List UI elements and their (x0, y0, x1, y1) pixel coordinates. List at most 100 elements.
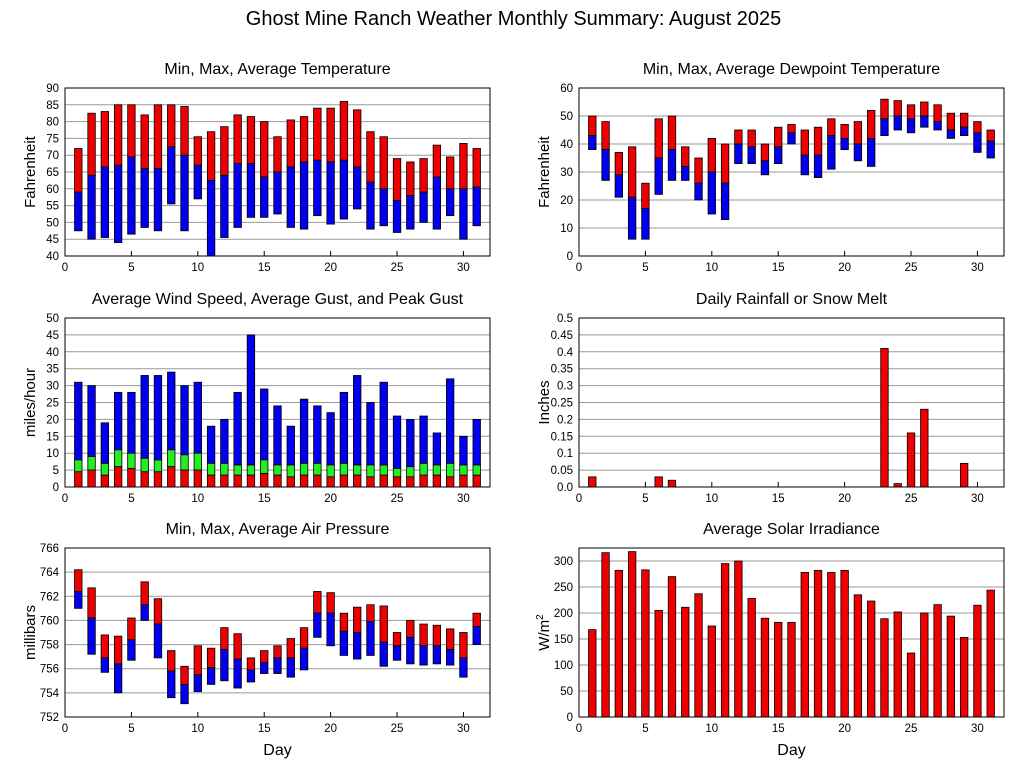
chart-rain: Daily Rainfall or Snow Melt 0.0 0.05 0.1 0.1… (536, 291, 1005, 505)
bar-avg-gust (299, 462, 309, 476)
x-tick-label: 25 (391, 262, 404, 274)
y-tick-label: 0.3 (557, 381, 573, 393)
bar-value (800, 572, 809, 718)
bar-avg-wind (233, 474, 242, 488)
bar-avg-to-min (588, 135, 597, 151)
bar-peak-gust (260, 388, 269, 461)
bar-avg-to-min (392, 200, 402, 233)
bar-avg-to-min (392, 645, 402, 661)
bar-peak-gust (193, 381, 202, 454)
bar-avg-to-min (960, 126, 969, 136)
bar-max-to-avg (787, 124, 796, 134)
bar-value (774, 621, 783, 718)
bar-max-to-avg (100, 634, 109, 659)
bar-avg-wind (167, 466, 176, 488)
chart-title: Min, Max, Average Air Pressure (166, 521, 390, 538)
bar-max-to-avg (206, 647, 216, 668)
bar-max-to-avg (233, 114, 242, 164)
bar-avg-to-min (353, 632, 362, 660)
x-tick-label: 25 (905, 493, 918, 505)
bar-max-to-avg (100, 111, 109, 168)
bar-max-to-avg (813, 126, 823, 156)
x-tick-label: 0 (62, 723, 68, 735)
x-axis-label: Day (263, 742, 291, 759)
bar-max-to-avg (392, 632, 402, 647)
bar-peak-gust (286, 425, 295, 466)
bar-avg-wind (260, 473, 269, 488)
bar-max-to-avg (260, 650, 269, 664)
bar-avg-to-min (167, 146, 176, 205)
bar-max-to-avg (419, 158, 428, 193)
bar-avg-to-min (74, 591, 83, 609)
bar-avg-to-min (893, 115, 902, 131)
bar-avg-gust (113, 449, 123, 468)
bar-avg-gust (273, 464, 282, 476)
bar-avg-to-min (246, 163, 256, 218)
bar-avg-gust (140, 457, 149, 473)
bar-avg-to-min (734, 143, 743, 165)
bar-avg-to-min (933, 121, 942, 131)
bar-avg-gust (180, 454, 189, 471)
bar-max-to-avg (353, 606, 362, 633)
x-tick-label: 20 (838, 493, 851, 505)
bar-avg-to-min (472, 626, 481, 645)
bar-max-to-avg (379, 605, 388, 643)
bar-avg-to-min (880, 118, 889, 137)
y-tick-label: 40 (46, 347, 59, 359)
chart-title: Min, Max, Average Dewpoint Temperature (643, 61, 940, 78)
bar-max-to-avg (353, 109, 362, 168)
bar-avg-to-min (206, 179, 216, 257)
bar-max-to-avg (654, 118, 663, 159)
bar-value (880, 348, 889, 488)
bar-value (641, 569, 650, 718)
bar-avg-gust (446, 462, 455, 478)
x-tick-label: 15 (772, 723, 785, 735)
bar-avg-to-min (432, 176, 442, 230)
bar-avg-to-min (366, 621, 375, 656)
x-tick-label: 30 (971, 723, 984, 735)
bar-max-to-avg (472, 612, 481, 627)
y-tick-label: 758 (40, 640, 59, 652)
y-tick-label: 30 (560, 167, 573, 179)
x-tick-label: 5 (128, 262, 134, 274)
bar-max-to-avg (459, 143, 468, 190)
y-tick-label: 40 (46, 251, 59, 263)
bar-max-to-avg (140, 114, 149, 170)
bar-avg-to-min (140, 604, 149, 621)
bar-avg-to-min (167, 670, 176, 699)
bar-peak-gust (206, 425, 216, 464)
bar-value (747, 598, 756, 718)
bar-avg-to-min (787, 132, 796, 145)
bar-avg-to-min (459, 657, 468, 678)
bar-avg-gust (392, 468, 402, 478)
bar-avg-to-min (827, 135, 836, 170)
bar-avg-gust (74, 459, 83, 473)
bar-avg-to-min (667, 149, 677, 181)
bar-peak-gust (472, 418, 481, 466)
x-tick-label: 5 (128, 723, 134, 735)
y-tick-label: 250 (554, 582, 573, 594)
bar-max-to-avg (113, 104, 123, 166)
bar-max-to-avg (760, 143, 770, 162)
x-tick-label: 25 (391, 723, 404, 735)
bar-avg-to-min (614, 174, 623, 198)
bar-peak-gust (432, 432, 442, 466)
bar-avg-to-min (379, 188, 388, 227)
bar-peak-gust (366, 402, 375, 466)
bar-value (946, 615, 956, 718)
x-tick-label: 5 (642, 493, 648, 505)
bar-avg-wind (206, 474, 216, 488)
bar-avg-to-min (220, 174, 229, 238)
bar-max-to-avg (641, 182, 650, 209)
bar-peak-gust (246, 334, 256, 466)
y-tick-label: 766 (40, 543, 59, 555)
y-axis-label: Inches (536, 380, 553, 424)
bar-avg-wind (299, 474, 309, 488)
x-tick-label: 30 (971, 493, 984, 505)
x-tick-label: 20 (324, 723, 337, 735)
y-tick-label: 50 (46, 217, 59, 229)
chart-title: Average Wind Speed, Average Gust, and Pe… (92, 291, 464, 308)
bar-avg-to-min (906, 118, 916, 134)
bar-max-to-avg (87, 112, 96, 176)
bar-avg-wind (153, 471, 163, 488)
